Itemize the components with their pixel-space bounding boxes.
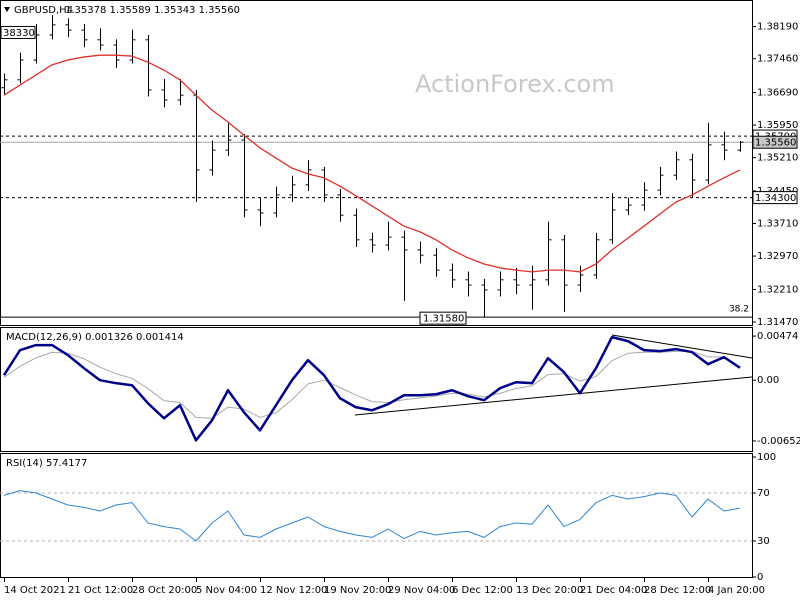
level-label-box [752,191,798,205]
y-tick-label: 100 [757,452,776,463]
indicator-line [3,490,741,542]
y-tick-label: 70 [757,488,770,499]
x-tick-label: 14 Oct 2021 [4,585,66,596]
level-label: 1.31580 [423,314,464,325]
rsi-panel [0,453,753,578]
price-panel [0,0,753,326]
x-tick-label: 6 Dec 12:00 [452,585,513,596]
x-tick-label: 21 Oct 12:00 [68,585,133,596]
moving-average [3,54,741,273]
y-tick-label: 30 [757,536,770,547]
x-tick-label: 29 Nov 04:00 [388,585,455,596]
symbol-icon [4,7,10,12]
y-tick-label: -0.006526 [757,436,800,447]
x-tick-label: 28 Dec 12:00 [644,585,711,596]
x-tick-label: 5 Nov 04:00 [196,585,257,596]
rsi-title: RSI(14) 57.4177 [6,458,87,469]
macd-title: MACD(12,26,9) 0.001326 0.001414 [6,332,184,343]
x-tick-label: 13 Dec 20:00 [516,585,583,596]
level-label-box [419,311,467,325]
indicator-line [3,350,741,419]
x-tick-label: 28 Oct 20:00 [132,585,197,596]
y-tick-label: 0.00 [757,375,779,386]
y-tick-label: 0 [757,572,763,583]
level-label-box [0,25,36,39]
x-tick-label: 19 Nov 20:00 [324,585,391,596]
macd-trendline [611,334,753,359]
y-tick-label: 0.00474 [757,331,798,342]
indicator-line [2,335,741,442]
chart-title: GBPUSD,H4 [14,5,73,16]
watermark: ActionForex.com [415,70,615,98]
macd-trendline [354,376,753,416]
macd-panel [0,327,753,452]
y-tick-label: 1.35950 [757,120,798,131]
y-tick-label: 1.32970 [757,251,798,262]
x-tick-label: 12 Nov 12:00 [260,585,327,596]
level-label: 1.35560 [755,138,796,149]
level-label-box [752,135,798,149]
y-tick-label: 1.35210 [757,153,798,164]
y-tick-label: 1.31470 [757,317,798,328]
y-tick-label: 1.38190 [757,22,798,33]
level-label: 1.34300 [755,193,796,204]
fib-label: 38.2 [729,305,749,315]
y-tick-label: 1.37460 [757,54,798,65]
chart-subtitle: 1.35378 1.35589 1.35343 1.35560 [65,5,240,16]
y-tick-label: 1.32210 [757,284,798,295]
x-tick-label: 21 Dec 04:00 [580,585,647,596]
level-label: 38330 [3,28,35,39]
x-tick-label: 4 Jan 20:00 [708,585,765,596]
y-tick-label: 1.36690 [757,88,798,99]
y-tick-label: 1.33710 [757,219,798,230]
